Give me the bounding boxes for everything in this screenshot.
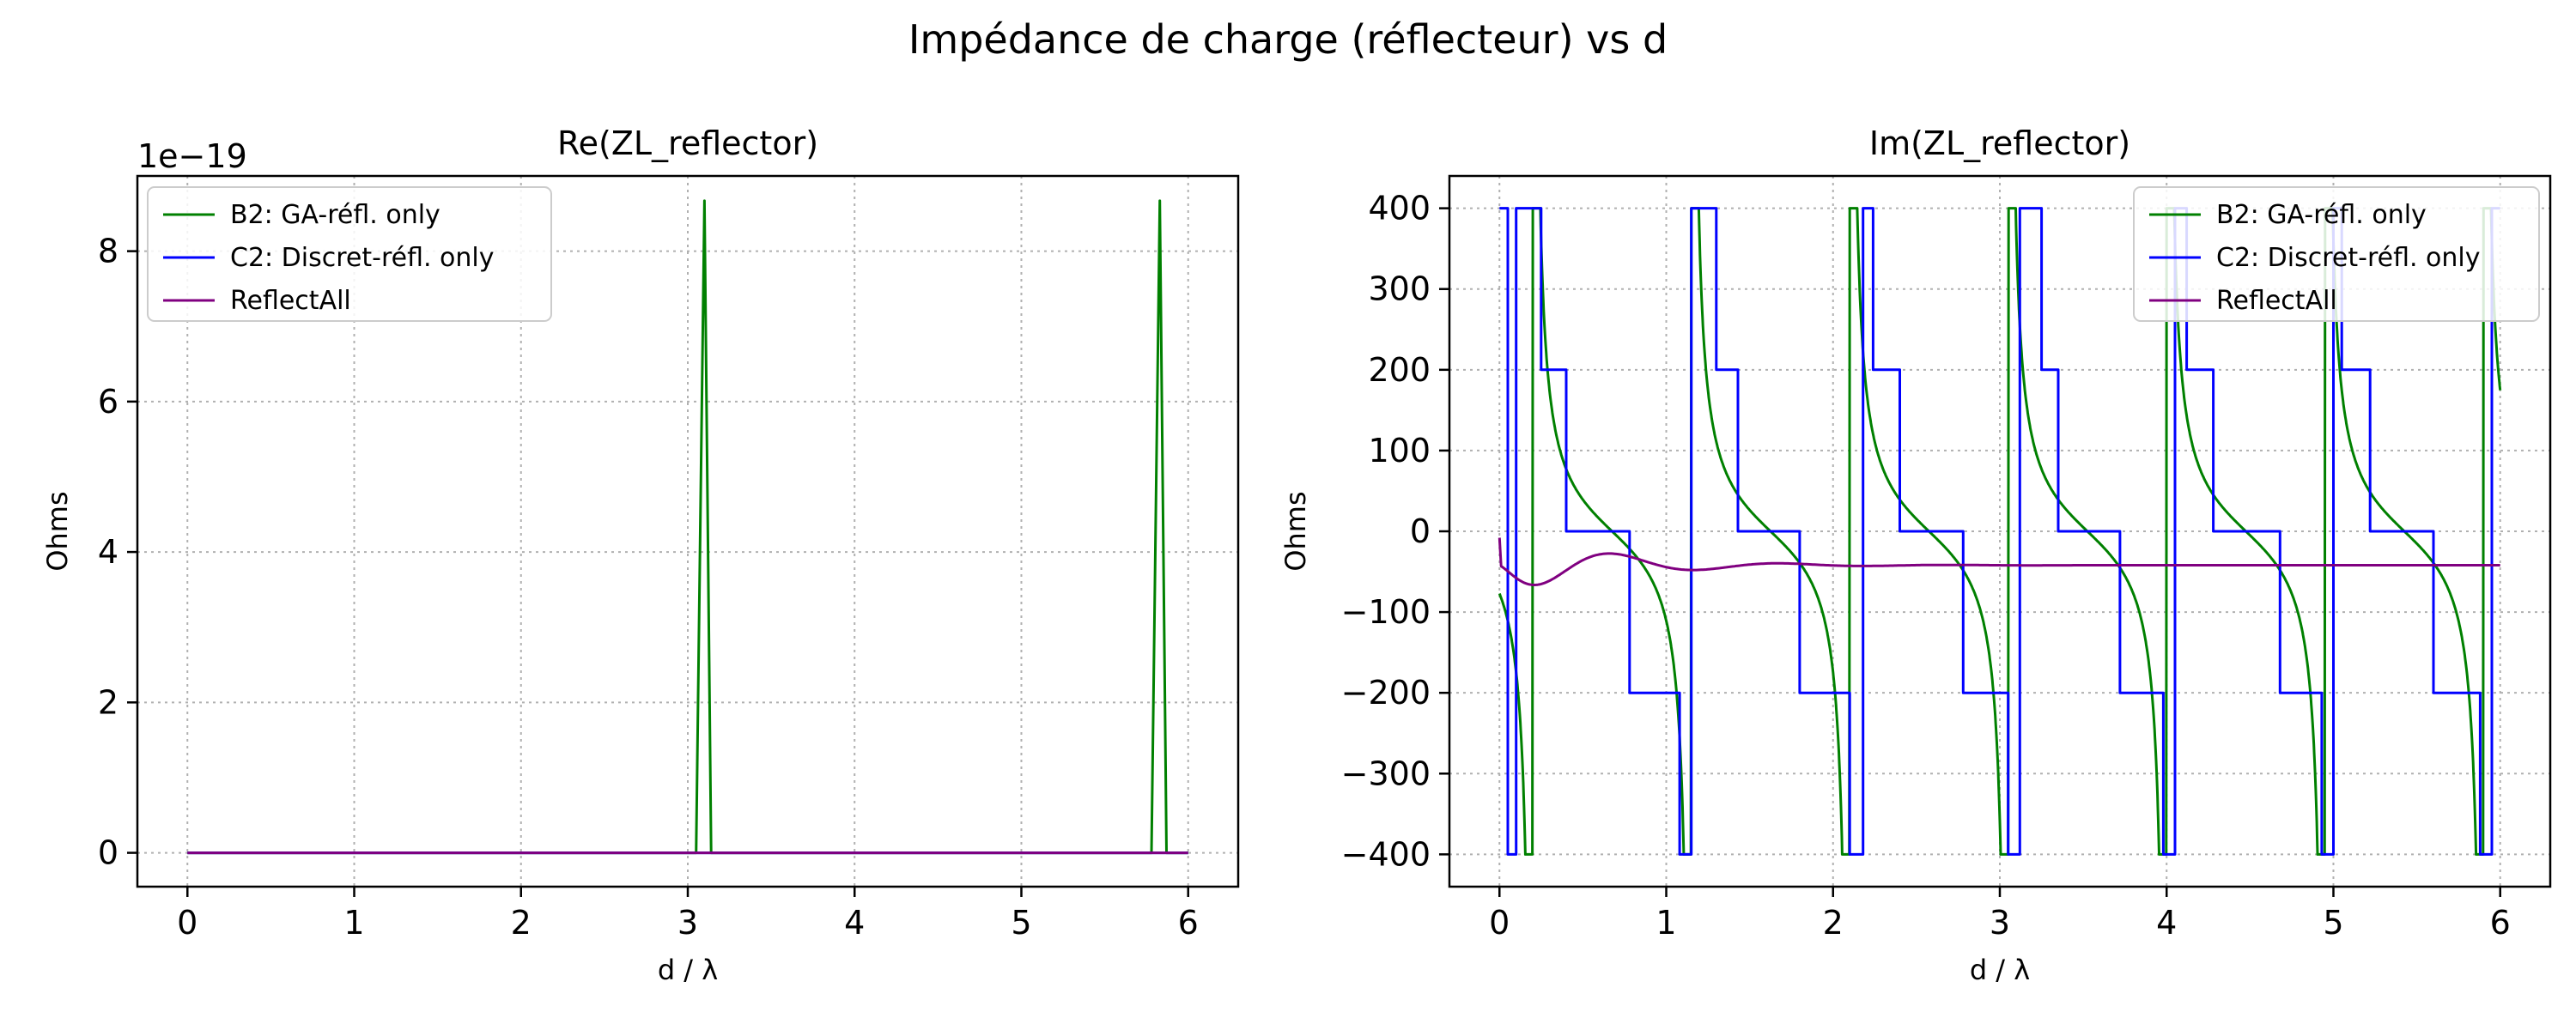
y-tick-label: 100 — [1368, 432, 1431, 470]
x-tick-label: 2 — [1823, 904, 1844, 942]
plot-title: Im(ZL_reflector) — [1869, 124, 2130, 162]
legend-label: ReflectAll — [2216, 286, 2337, 316]
y-tick-label: 6 — [98, 383, 118, 421]
legend-box — [2133, 186, 2540, 322]
x-axis-label: d / λ — [658, 954, 718, 986]
x-tick-label: 4 — [2156, 904, 2177, 942]
y-tick-label: 400 — [1368, 190, 1431, 227]
legend-label: C2: Discret-réfl. only — [230, 243, 495, 273]
legend-label: B2: GA-réfl. only — [230, 200, 440, 230]
x-tick-label: 1 — [343, 904, 364, 942]
x-tick-label: 1 — [1656, 904, 1676, 942]
x-tick-label: 6 — [1178, 904, 1199, 942]
legend-label: B2: GA-réfl. only — [2216, 200, 2427, 230]
x-axis-label: d / λ — [1970, 954, 2030, 986]
y-axis-label: Ohms — [1279, 491, 1312, 571]
y-tick-label: 300 — [1368, 270, 1431, 308]
x-tick-label: 4 — [844, 904, 865, 942]
y-tick-label: 2 — [98, 683, 118, 721]
y-tick-label: −200 — [1341, 674, 1431, 712]
x-tick-label: 3 — [1990, 904, 2010, 942]
figure-title: Impédance de charge (réflecteur) vs d — [908, 16, 1668, 63]
x-tick-label: 5 — [1011, 904, 1031, 942]
y-tick-label: 200 — [1368, 351, 1431, 389]
y-tick-label: −100 — [1341, 593, 1431, 631]
x-tick-label: 0 — [177, 904, 197, 942]
plot-title: Re(ZL_reflector) — [557, 124, 818, 162]
x-tick-label: 6 — [2490, 904, 2511, 942]
y-tick-label: 8 — [98, 233, 118, 270]
legend-box — [147, 186, 552, 322]
plot-imaginary-part: 0 1 2 3 4 5 6 −400 −300 −200 −100 0 100 200 300 400 Im(Z… — [1279, 124, 2552, 986]
x-tick-label: 3 — [677, 904, 698, 942]
x-tick-label: 2 — [511, 904, 532, 942]
x-tick-label: 0 — [1489, 904, 1510, 942]
y-tick-label: −300 — [1341, 754, 1431, 792]
legend: B2: GA-réfl. only C2: Discret-réfl. only R… — [2133, 186, 2540, 322]
legend: B2: GA-réfl. only C2: Discret-réfl. only R… — [147, 186, 552, 322]
y-axis-label: Ohms — [41, 491, 74, 571]
y-tick-label: −400 — [1341, 835, 1431, 873]
axis-offset-text: 1e−19 — [137, 137, 247, 175]
series-group — [187, 199, 1188, 855]
y-tick-label: 4 — [98, 533, 118, 571]
x-tick-label: 5 — [2323, 904, 2343, 942]
plot-real-part: 0 1 2 3 4 5 6 0 2 4 6 8 Re(ZL_reflector)d / λ Ohms 1e−… — [41, 124, 1240, 986]
y-tick-label: 0 — [98, 834, 118, 872]
y-tick-label: 0 — [1410, 512, 1431, 550]
legend-label: C2: Discret-réfl. only — [2216, 243, 2481, 273]
legend-label: ReflectAll — [230, 286, 351, 316]
series-line-reflectall — [1498, 537, 2500, 586]
